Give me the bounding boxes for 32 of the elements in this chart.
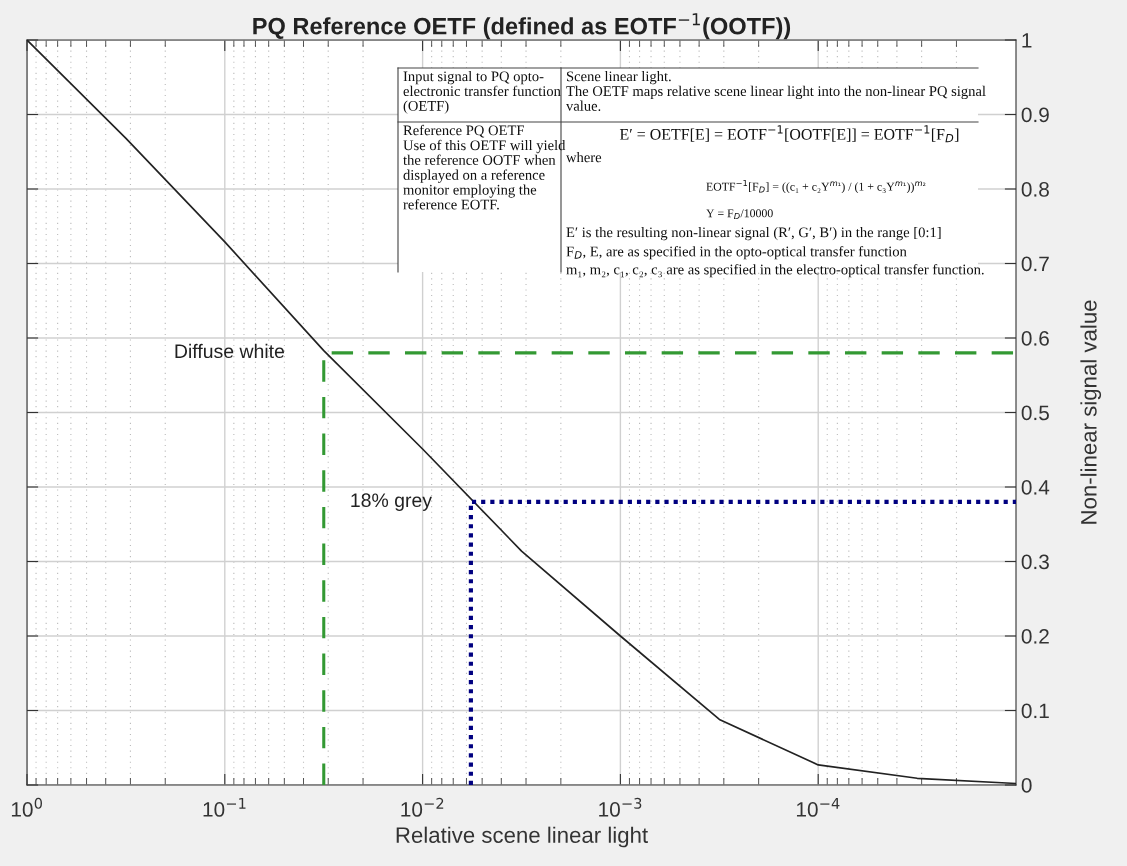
annotation: E′ = OETF[E] = EOTF$^{−1}$[OOTF[E]] = EOTF$^{−1}$[F$_{D}$] <box>619 125 959 143</box>
annotation: Diffuse white <box>175 343 285 359</box>
text: EOTF$^{−1}$[F$_{D}$] = ((c₁ + c₂Y$^{m₁}$) / (1 + c₃Y$^{m₁}$))$^{m₂}$ <box>706 180 926 194</box>
line-series <box>27 40 1016 785</box>
y-tick-label: 0 <box>1021 778 1032 793</box>
y-axis-title: Non-linear signal value <box>1080 300 1102 524</box>
chart-title: PQ Reference OETF (defined as EOTF$^{−1}$(OOTF)) <box>253 13 791 40</box>
y-tick-label: 0.9 <box>1021 107 1049 123</box>
x-tick-label: 10$^{−4}$ <box>796 798 840 817</box>
y-tick-label: 0.2 <box>1021 629 1049 644</box>
annotation: where <box>566 152 602 163</box>
x-tick-label: 10$^{−2}$ <box>401 797 444 817</box>
annotation: E′ is the resulting non-linear signal (R′, G′, B′) in the range [0:1] <box>566 227 941 241</box>
y-tick-label: 0.8 <box>1021 182 1049 197</box>
annotation: F$_{D}$, E, are as specified in the opto-optical transfer function <box>566 246 907 260</box>
x-tick-label: 10$^{−3}$ <box>599 797 642 817</box>
x-tick-label: 10$^{0}$ <box>11 797 43 817</box>
annotation: Y = F$_{D}$/10000 <box>706 209 773 220</box>
annotation: Scene linear light. The OETF maps relative scene linear light into the non-linear PQ signal value. <box>566 71 986 111</box>
y-tick-label: 0.4 <box>1021 480 1050 495</box>
annotation: Input signal to PQ opto- electronic transfer function (OETF) <box>403 71 561 114</box>
x-tick-label: 10$^{−1}$ <box>203 798 246 817</box>
annotation: 18% grey <box>351 493 432 511</box>
y-tick-label: 0.3 <box>1021 554 1049 570</box>
y-tick-label: 0.1 <box>1021 703 1049 719</box>
y-tick-label: 0.7 <box>1021 256 1049 272</box>
annotation: Reference PQ OETF Use of this OETF will yield the reference OOTF when displayed on a reference monitor employing the reference EOTF. <box>403 124 566 210</box>
annotation: m₁, m₂, c₁, c₂, c₃ are as specified in the electro-optical transfer function. <box>566 264 984 278</box>
y-tick-label: 1 <box>1022 33 1032 48</box>
y-tick-label: 0.6 <box>1021 331 1049 346</box>
x-axis-title: Relative scene linear light <box>396 826 648 848</box>
y-tick-label: 0.5 <box>1021 405 1049 421</box>
